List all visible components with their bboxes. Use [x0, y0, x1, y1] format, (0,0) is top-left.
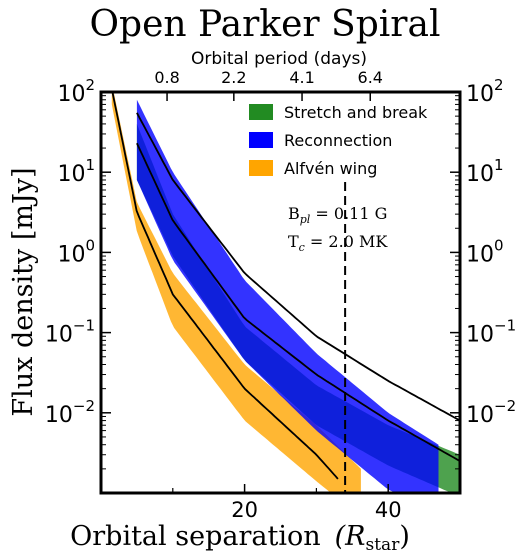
- legend-label-reconnection: Reconnection: [284, 131, 392, 150]
- legend: Stretch and break Reconnection Alfvén wing: [249, 103, 428, 178]
- y-tick-label-right: 100: [466, 236, 504, 267]
- y-tick-label: 10−1: [45, 317, 95, 348]
- x-axis-label-text: Orbital separation: [70, 521, 320, 552]
- legend-swatch-stretch-and-break: [249, 104, 273, 120]
- field-strength-label: Bpl = 0.11 G: [288, 204, 387, 226]
- chart-title: Open Parker Spiral: [90, 4, 441, 45]
- annotation: Bpl = 0.11 G Tc = 2.0 MK: [288, 182, 388, 493]
- plot-area: [111, 92, 460, 493]
- x-axis-label: Orbital separation (Rstar): [70, 521, 410, 555]
- top-axis-label: Orbital period (days): [191, 49, 367, 69]
- plot-frame: [99, 90, 462, 495]
- legend-swatch-reconnection: [249, 132, 273, 148]
- y-tick-label-right: 10−1: [466, 317, 516, 348]
- y-tick-label-right: 10−2: [466, 397, 516, 428]
- top-tick-label: 6.4: [358, 68, 383, 87]
- axis-ticks: 20 40 0.8 2.2 4.1 6.4 102 102 101 101 100 100 10−1 10…: [45, 68, 516, 522]
- y-tick-label: 10−2: [45, 397, 95, 428]
- legend-swatch-alfven-wing: [249, 160, 273, 176]
- legend-label-alfven-wing: Alfvén wing: [284, 159, 377, 178]
- model-line-lower: [136, 142, 460, 462]
- x-axis-unit-sub: star: [366, 535, 401, 555]
- top-tick-label: 0.8: [154, 68, 179, 87]
- top-tick-label: 2.2: [221, 68, 246, 87]
- y-axis-label: Flux density [mJy]: [8, 167, 39, 416]
- legend-label-stretch-and-break: Stretch and break: [284, 103, 428, 122]
- y-tick-label: 102: [57, 76, 95, 107]
- x-tick-label: 40: [375, 498, 402, 522]
- x-axis-unit: R: [344, 521, 365, 552]
- model-line-alfven-wing: [111, 92, 339, 480]
- x-tick-label: 20: [231, 498, 258, 522]
- model-line-upper: [136, 112, 460, 422]
- temperature-label: Tc = 2.0 MK: [288, 232, 388, 254]
- y-tick-label: 100: [57, 236, 95, 267]
- band-alfven-wing: [111, 92, 361, 493]
- y-tick-label: 101: [57, 156, 95, 187]
- top-tick-label: 4.1: [289, 68, 314, 87]
- y-tick-label-right: 102: [466, 76, 504, 107]
- band-reconnection: [136, 99, 439, 493]
- y-tick-label-right: 101: [466, 156, 504, 187]
